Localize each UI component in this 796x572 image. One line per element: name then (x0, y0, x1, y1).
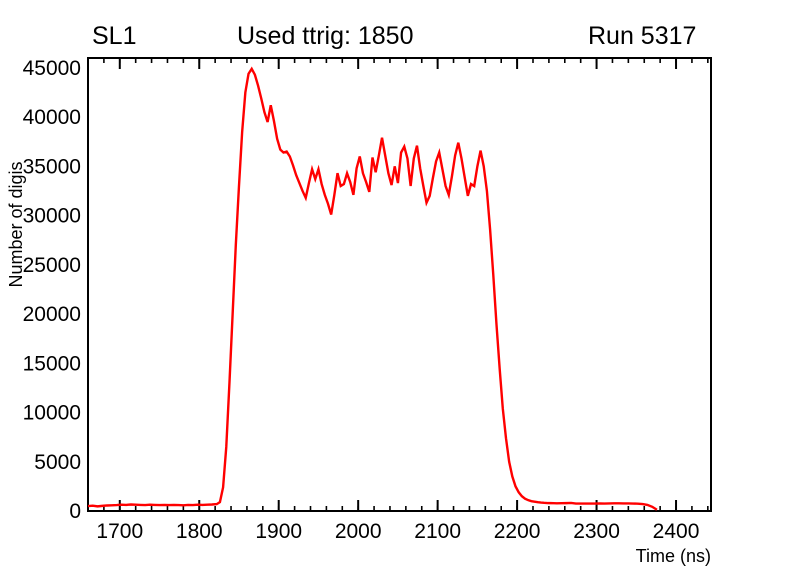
tick-label: 2100 (414, 520, 461, 543)
tick-label: 35000 (23, 155, 81, 178)
tick-label: 15000 (23, 352, 81, 375)
tick-label: 1800 (176, 520, 223, 543)
tick-label: 2400 (653, 520, 700, 543)
tick-label: 45000 (23, 57, 81, 80)
y-axis-tick-labels: 0 5000 10000 15000 20000 25000 30000 35000 40000… (23, 57, 81, 523)
ttrig-label: Used ttrig: 1850 (237, 22, 414, 50)
y-axis-title: Number of digis (6, 161, 26, 287)
x-axis-title: Time (ns) (636, 546, 711, 566)
y-axis-ticks (88, 0, 711, 511)
tick-label: 0 (69, 500, 81, 523)
tick-label: 10000 (23, 402, 81, 425)
tick-label: 30000 (23, 205, 81, 228)
tick-label: 20000 (23, 303, 81, 326)
plot-frame (87, 57, 712, 512)
sl-label: SL1 (92, 22, 137, 50)
tick-label: 40000 (23, 106, 81, 129)
tick-label: 2200 (494, 520, 541, 543)
tick-label: 1700 (96, 520, 143, 543)
digis-curve (87, 66, 658, 511)
tick-label: 1900 (255, 520, 302, 543)
tick-label: 25000 (23, 254, 81, 277)
run-label: Run 5317 (588, 22, 697, 50)
tick-label: 2300 (573, 520, 620, 543)
tick-label: 5000 (34, 451, 81, 474)
tick-label: 2000 (335, 520, 382, 543)
x-axis-tick-labels: 1700 1800 1900 2000 2100 2200 2300 2400 (96, 520, 699, 543)
x-axis-ticks (87, 58, 709, 511)
